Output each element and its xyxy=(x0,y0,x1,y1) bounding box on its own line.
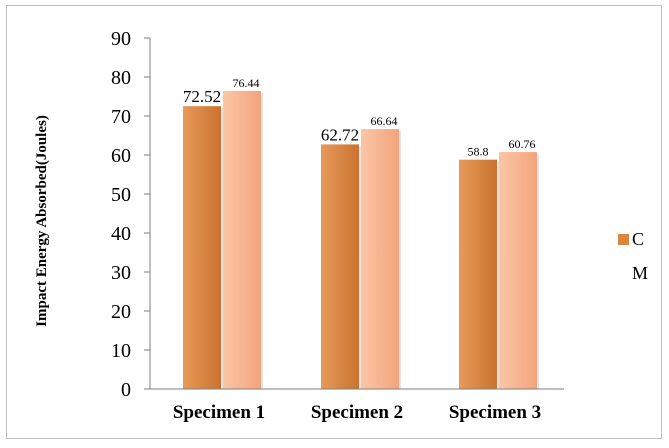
y-tick-label: 50 xyxy=(111,184,131,206)
legend: CM xyxy=(618,229,648,283)
y-tick-label: 30 xyxy=(111,262,131,284)
x-axis: Specimen 1 Specimen 2 Specimen 3 xyxy=(150,388,564,423)
x-category-label: Specimen 2 xyxy=(311,402,403,423)
y-axis-title: Impact Energy Absorbed(Joules) xyxy=(34,115,50,327)
bars xyxy=(183,90,539,389)
bar-c-2 xyxy=(321,144,359,389)
y-tick-label: 90 xyxy=(111,28,131,50)
data-label: 60.76 xyxy=(509,137,536,151)
data-label: 72.52 xyxy=(183,87,221,106)
y-tick-label: 60 xyxy=(111,145,131,167)
legend-label-c: C xyxy=(632,229,644,249)
data-label: 76.44 xyxy=(233,76,260,90)
y-tick-label: 80 xyxy=(111,67,131,89)
bar-m-2 xyxy=(361,129,399,389)
data-labels: 72.52 76.44 62.72 66.64 58.8 60.76 xyxy=(183,76,536,159)
bar-c-1 xyxy=(183,106,221,389)
bar-m-3 xyxy=(499,152,537,389)
x-category-label: Specimen 1 xyxy=(173,402,265,423)
data-label: 58.8 xyxy=(468,145,489,159)
data-label: 62.72 xyxy=(321,125,359,144)
y-axis: 0 10 20 30 40 50 60 70 80 90 xyxy=(111,28,151,401)
bar-m-1 xyxy=(223,90,261,389)
x-category-label: Specimen 3 xyxy=(449,402,541,423)
data-label: 66.64 xyxy=(371,114,398,128)
legend-swatch-c xyxy=(618,234,629,245)
y-tick-label: 70 xyxy=(111,106,131,128)
y-tick-label: 40 xyxy=(111,223,131,245)
y-tick-label: 0 xyxy=(121,379,131,401)
y-tick-label: 20 xyxy=(111,301,131,323)
bar-c-3 xyxy=(459,159,497,389)
y-tick-label: 10 xyxy=(111,340,131,362)
legend-label-m: M xyxy=(632,263,648,283)
